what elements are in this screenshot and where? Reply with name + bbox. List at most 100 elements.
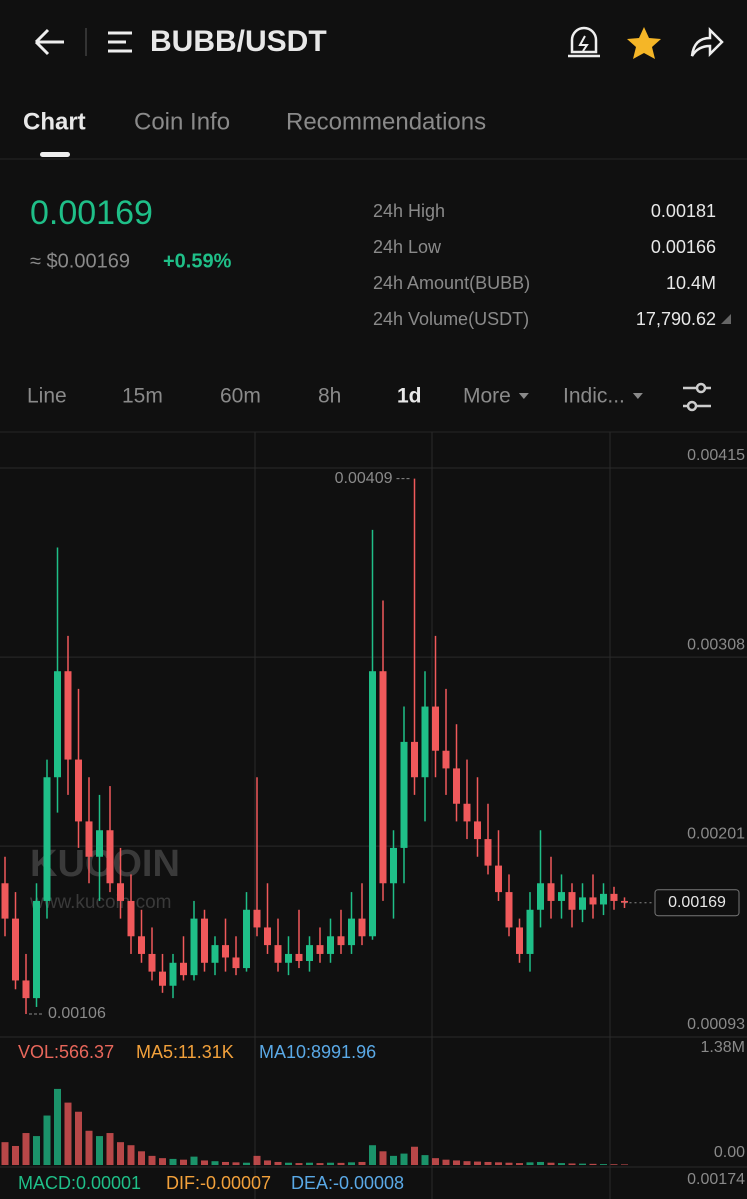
volume-bar bbox=[558, 1163, 565, 1165]
stat-value: 10.4M bbox=[666, 273, 716, 293]
watermark: KUCOIN bbox=[30, 843, 180, 885]
candle-body bbox=[505, 892, 513, 928]
volume-bar bbox=[33, 1136, 40, 1165]
volume-bar bbox=[12, 1145, 19, 1165]
alert-button[interactable] bbox=[568, 26, 600, 58]
interval-option[interactable]: 1d bbox=[397, 385, 422, 408]
volume-bar bbox=[621, 1164, 628, 1165]
back-button[interactable] bbox=[34, 28, 64, 56]
volume-bar bbox=[54, 1088, 61, 1165]
interval-option[interactable]: 60m bbox=[220, 385, 261, 408]
candle-body bbox=[1, 883, 9, 919]
tab[interactable]: Coin Info bbox=[134, 108, 230, 135]
candle-body bbox=[159, 971, 166, 986]
candle-body bbox=[432, 706, 439, 751]
y-tick-label: 0.00 bbox=[714, 1144, 745, 1161]
volume-bar bbox=[148, 1155, 156, 1165]
volume-bar bbox=[579, 1163, 586, 1165]
candle-body bbox=[337, 936, 345, 946]
menu-button[interactable] bbox=[108, 31, 132, 53]
dropdown-arrow bbox=[518, 393, 529, 399]
volume-bar bbox=[610, 1164, 618, 1165]
candle-body bbox=[22, 980, 30, 999]
y-tick-label: 0.00201 bbox=[687, 825, 745, 842]
candle-body bbox=[568, 892, 576, 910]
volume-bar bbox=[505, 1162, 513, 1165]
candle-body bbox=[495, 865, 502, 893]
volume-bar bbox=[337, 1162, 345, 1165]
volume-bar bbox=[180, 1159, 187, 1165]
candle-body bbox=[43, 777, 51, 901]
candle-body bbox=[537, 883, 544, 910]
candle-body bbox=[169, 962, 177, 986]
volume-bar bbox=[463, 1161, 471, 1165]
volume-bar bbox=[411, 1146, 418, 1165]
volume-bar bbox=[547, 1162, 555, 1165]
volume-bar bbox=[190, 1156, 198, 1165]
volume-bar bbox=[75, 1111, 82, 1165]
volume-bar bbox=[211, 1161, 219, 1165]
settings-icon bbox=[686, 400, 698, 412]
interval-option[interactable]: Line bbox=[27, 385, 67, 408]
candle-body bbox=[85, 821, 93, 857]
y-tick-label: 1.38M bbox=[701, 1039, 745, 1056]
watermark-url: www.kucoin.com bbox=[29, 892, 172, 913]
volume-bar bbox=[348, 1162, 355, 1165]
volume-legend: MA10:8991.96 bbox=[259, 1042, 376, 1062]
share-button[interactable] bbox=[690, 26, 724, 58]
stat-label: 24h Low bbox=[373, 237, 442, 257]
last-price-box bbox=[654, 889, 740, 917]
last-price: 0.00169 bbox=[30, 194, 153, 232]
candle-body bbox=[453, 768, 460, 804]
volume-bar bbox=[369, 1145, 376, 1165]
candle-body bbox=[369, 671, 376, 937]
volume-bar bbox=[222, 1161, 229, 1165]
expand-arrow[interactable] bbox=[721, 314, 731, 324]
candle-body bbox=[190, 918, 198, 976]
interval-option[interactable]: 15m bbox=[122, 385, 163, 408]
candle-body bbox=[138, 936, 145, 954]
y-tick-label: 0.00415 bbox=[687, 447, 745, 464]
candle-body bbox=[54, 671, 61, 778]
volume-bar bbox=[64, 1102, 72, 1165]
interval-option[interactable]: 8h bbox=[318, 385, 341, 408]
stat-value: 17,790.62 bbox=[636, 309, 716, 329]
candle-body bbox=[589, 897, 597, 905]
volume-bar bbox=[85, 1130, 93, 1165]
volume-bar bbox=[516, 1163, 523, 1165]
volume-bar bbox=[442, 1159, 450, 1165]
candle-body bbox=[442, 750, 450, 769]
tab[interactable]: Chart bbox=[23, 108, 86, 135]
macd-legend: DEA:-0.00008 bbox=[291, 1173, 404, 1193]
favorite-star[interactable] bbox=[627, 27, 661, 59]
stat-label: 24h Amount(BUBB) bbox=[373, 273, 530, 293]
price-change: +0.59% bbox=[163, 250, 232, 272]
volume-bar bbox=[285, 1162, 292, 1165]
volume-bar bbox=[421, 1155, 429, 1165]
volume-bar bbox=[274, 1161, 282, 1165]
candle-body bbox=[285, 953, 292, 963]
volume-bar bbox=[106, 1133, 114, 1165]
stat-value: 0.00166 bbox=[651, 237, 716, 257]
candle-body bbox=[610, 893, 618, 901]
interval-option[interactable]: Indic... bbox=[563, 385, 625, 408]
volume-bar bbox=[316, 1163, 324, 1165]
candle-body bbox=[463, 803, 471, 822]
pair-title: BUBB/USDT bbox=[150, 25, 327, 58]
candle-body bbox=[547, 883, 555, 901]
candle-body bbox=[106, 830, 114, 884]
y-tick-label: 0.00308 bbox=[687, 636, 745, 653]
interval-option[interactable]: More bbox=[463, 385, 511, 408]
volume-bar bbox=[432, 1158, 439, 1165]
candle-body bbox=[211, 945, 219, 963]
last-price-label: 0.00169 bbox=[668, 894, 726, 911]
volume-bar bbox=[400, 1153, 408, 1165]
tab[interactable]: Recommendations bbox=[286, 108, 486, 135]
volume-bar bbox=[526, 1162, 534, 1165]
candle-body bbox=[306, 945, 313, 962]
candle-body bbox=[33, 900, 40, 999]
volume-bar bbox=[43, 1115, 51, 1165]
volume-bar bbox=[600, 1164, 607, 1165]
candle-body bbox=[274, 945, 282, 963]
